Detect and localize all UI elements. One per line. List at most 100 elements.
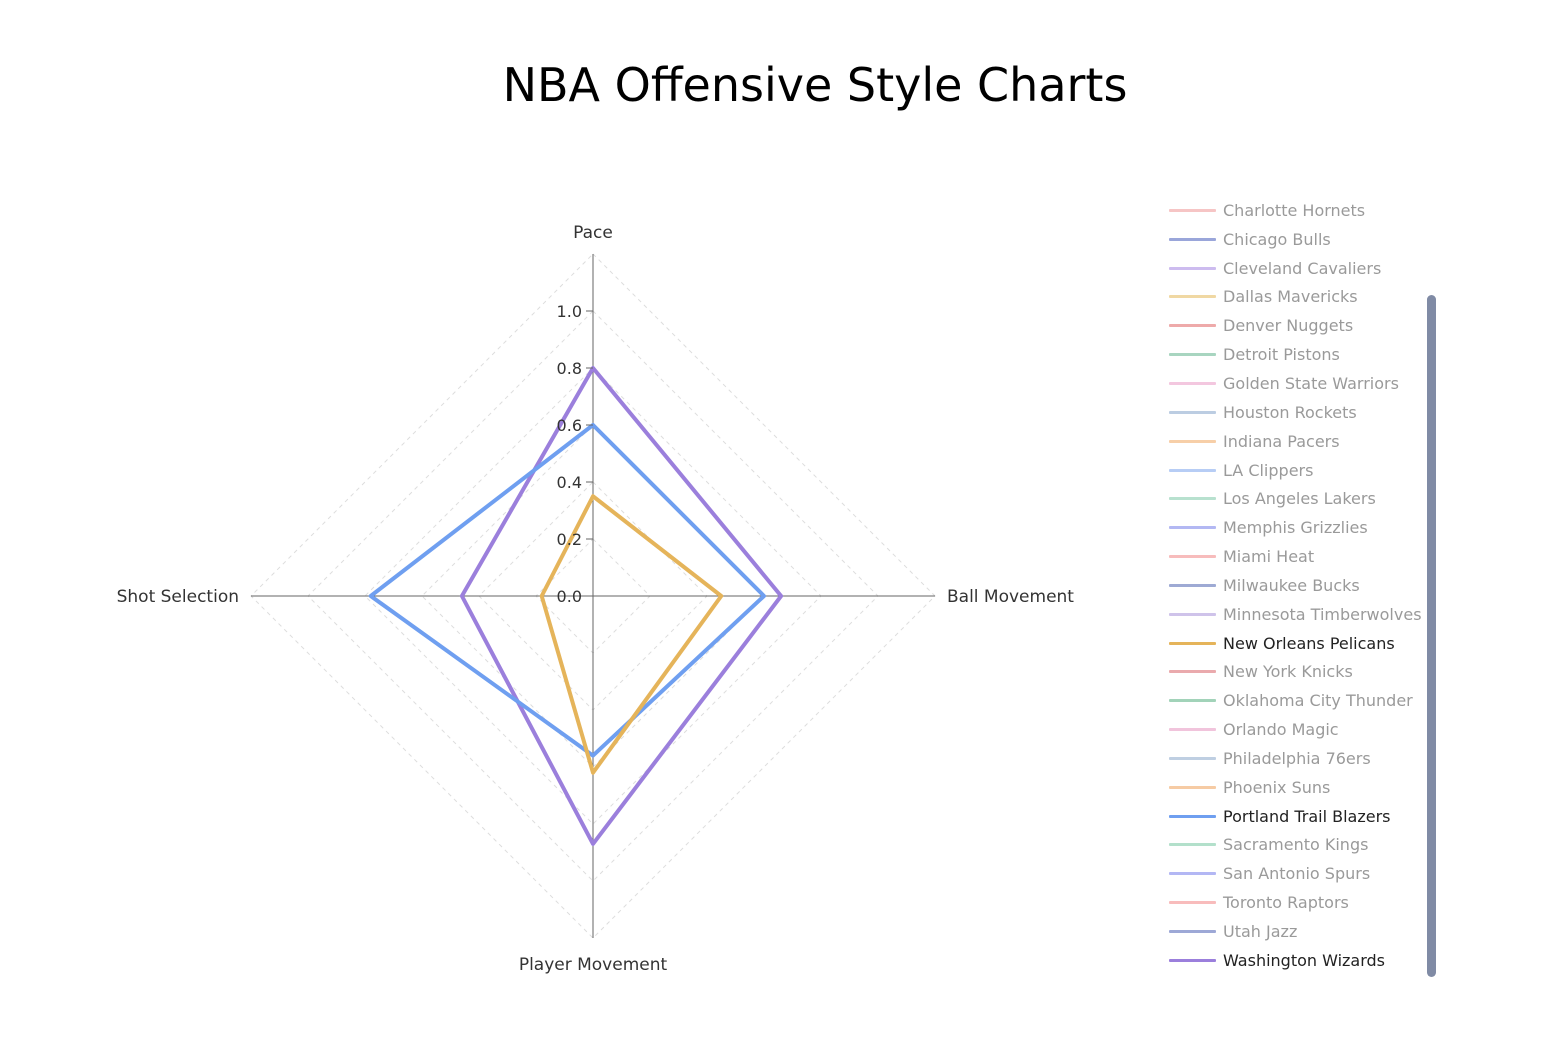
legend-swatch: [1169, 814, 1216, 818]
legend-swatch: [1169, 295, 1216, 299]
radial-tick-label: 0.2: [557, 530, 582, 549]
legend-swatch: [1169, 901, 1216, 905]
legend-swatch: [1169, 785, 1216, 789]
legend-swatch: [1169, 266, 1216, 270]
legend-label: Toronto Raptors: [1223, 893, 1349, 913]
legend-label: Minnesota Timberwolves: [1223, 604, 1422, 624]
legend-label: New Orleans Pelicans: [1223, 633, 1395, 653]
legend-swatch: [1169, 439, 1216, 443]
axis-label-2: Player Movement: [519, 955, 668, 975]
radial-tick-label: 0.0: [557, 587, 582, 606]
legend-item[interactable]: Chicago Bulls: [1160, 225, 1422, 254]
legend-label: Dallas Mavericks: [1223, 287, 1358, 307]
legend-label: Houston Rockets: [1223, 402, 1357, 422]
legend-swatch: [1169, 930, 1216, 934]
legend-item[interactable]: Houston Rockets: [1160, 398, 1422, 427]
axis-labels: Pace Ball Movement Player Movement Shot Sel…: [117, 223, 1075, 975]
legend-swatch: [1169, 468, 1216, 472]
legend-label: Oklahoma City Thunder: [1223, 691, 1413, 711]
legend-item[interactable]: Charlotte Hornets: [1160, 203, 1422, 225]
legend-label: Washington Wizards: [1223, 950, 1386, 970]
series-line-1: [368, 423, 766, 758]
legend-label: Philadelphia 76ers: [1223, 748, 1371, 768]
legend-label: Detroit Pistons: [1223, 345, 1340, 365]
legend-item[interactable]: Oklahoma City Thunder: [1160, 686, 1422, 715]
legend-swatch: [1169, 583, 1216, 587]
legend-item[interactable]: Minnesota Timberwolves: [1160, 600, 1422, 629]
legend-label: Memphis Grizzlies: [1223, 518, 1368, 538]
legend: Charlotte Hornets Chicago Bulls Cleveland …: [1160, 203, 1430, 978]
legend-label: Charlotte Hornets: [1223, 203, 1366, 220]
legend-label: Cleveland Cavaliers: [1223, 258, 1382, 278]
grid-ring: [364, 367, 822, 825]
grid-ring: [250, 253, 936, 939]
legend-item[interactable]: Sacramento Kings: [1160, 831, 1422, 860]
legend-swatch: [1169, 843, 1216, 847]
legend-item[interactable]: Utah Jazz: [1160, 917, 1422, 946]
legend-swatch: [1169, 353, 1216, 357]
legend-label: Phoenix Suns: [1223, 777, 1331, 797]
legend-swatch: [1169, 756, 1216, 760]
legend-label: Sacramento Kings: [1223, 835, 1369, 855]
chart-title: NBA Offensive Style Charts: [502, 58, 1128, 112]
legend-item[interactable]: New Orleans Pelicans: [1160, 629, 1422, 658]
legend-item[interactable]: Toronto Raptors: [1160, 888, 1422, 917]
radial-tick-labels: 0.0 0.2 0.4 0.6 0.8 1.0: [557, 302, 593, 606]
radial-tick-label: 0.4: [557, 473, 582, 492]
series-line-2: [539, 494, 724, 775]
legend-item[interactable]: Indiana Pacers: [1160, 427, 1422, 456]
radial-tick-label: 0.8: [557, 359, 582, 378]
series-line-0: [459, 366, 784, 846]
legend-item[interactable]: Orlando Magic: [1160, 715, 1422, 744]
legend-swatch: [1169, 641, 1216, 645]
legend-swatch: [1169, 728, 1216, 732]
legend-item[interactable]: New York Knicks: [1160, 658, 1422, 687]
legend-label: Utah Jazz: [1223, 922, 1298, 942]
legend-item[interactable]: Cleveland Cavaliers: [1160, 254, 1422, 283]
legend-swatch: [1169, 958, 1216, 962]
legend-item[interactable]: Philadelphia 76ers: [1160, 744, 1422, 773]
legend-item[interactable]: Milwaukee Bucks: [1160, 571, 1422, 600]
legend-swatch: [1169, 410, 1216, 414]
legend-label: Miami Heat: [1223, 547, 1315, 567]
legend-item[interactable]: Memphis Grizzlies: [1160, 513, 1422, 542]
legend-label: New York Knicks: [1223, 662, 1353, 682]
axis-label-3: Shot Selection: [117, 587, 239, 607]
legend-item[interactable]: Detroit Pistons: [1160, 340, 1422, 369]
legend-swatch: [1169, 612, 1216, 616]
legend-swatch: [1169, 208, 1216, 212]
legend-swatch: [1169, 237, 1216, 241]
legend-label: Milwaukee Bucks: [1223, 575, 1360, 595]
legend-swatch: [1169, 526, 1216, 530]
legend-item[interactable]: Washington Wizards: [1160, 946, 1422, 975]
legend-item[interactable]: Phoenix Suns: [1160, 773, 1422, 802]
legend-list: Charlotte Hornets Chicago Bulls Cleveland …: [1160, 203, 1422, 975]
legend-item[interactable]: Denver Nuggets: [1160, 311, 1422, 340]
radial-tick-label: 0.6: [557, 416, 582, 435]
legend-label: Portland Trail Blazers: [1223, 806, 1391, 826]
legend-item[interactable]: Golden State Warriors: [1160, 369, 1422, 398]
legend-label: Golden State Warriors: [1223, 373, 1399, 393]
legend-item[interactable]: Miami Heat: [1160, 542, 1422, 571]
legend-swatch: [1169, 670, 1216, 674]
legend-item[interactable]: Dallas Mavericks: [1160, 283, 1422, 312]
legend-label: Indiana Pacers: [1223, 431, 1340, 451]
legend-label: Orlando Magic: [1223, 720, 1339, 740]
radar-series: [368, 366, 784, 846]
legend-swatch: [1169, 872, 1216, 876]
legend-label: LA Clippers: [1223, 460, 1314, 480]
legend-swatch: [1169, 381, 1216, 385]
legend-item[interactable]: Los Angeles Lakers: [1160, 484, 1422, 513]
legend-item[interactable]: LA Clippers: [1160, 456, 1422, 485]
legend-label: San Antonio Spurs: [1223, 864, 1371, 884]
legend-item[interactable]: San Antonio Spurs: [1160, 859, 1422, 888]
legend-label: Chicago Bulls: [1223, 229, 1331, 249]
legend-swatch: [1169, 555, 1216, 559]
axis-label-1: Ball Movement: [947, 587, 1074, 607]
legend-swatch: [1169, 699, 1216, 703]
legend-scrollbar[interactable]: [1427, 295, 1436, 977]
legend-swatch: [1169, 324, 1216, 328]
legend-label: Los Angeles Lakers: [1223, 489, 1376, 509]
legend-item[interactable]: Portland Trail Blazers: [1160, 802, 1422, 831]
